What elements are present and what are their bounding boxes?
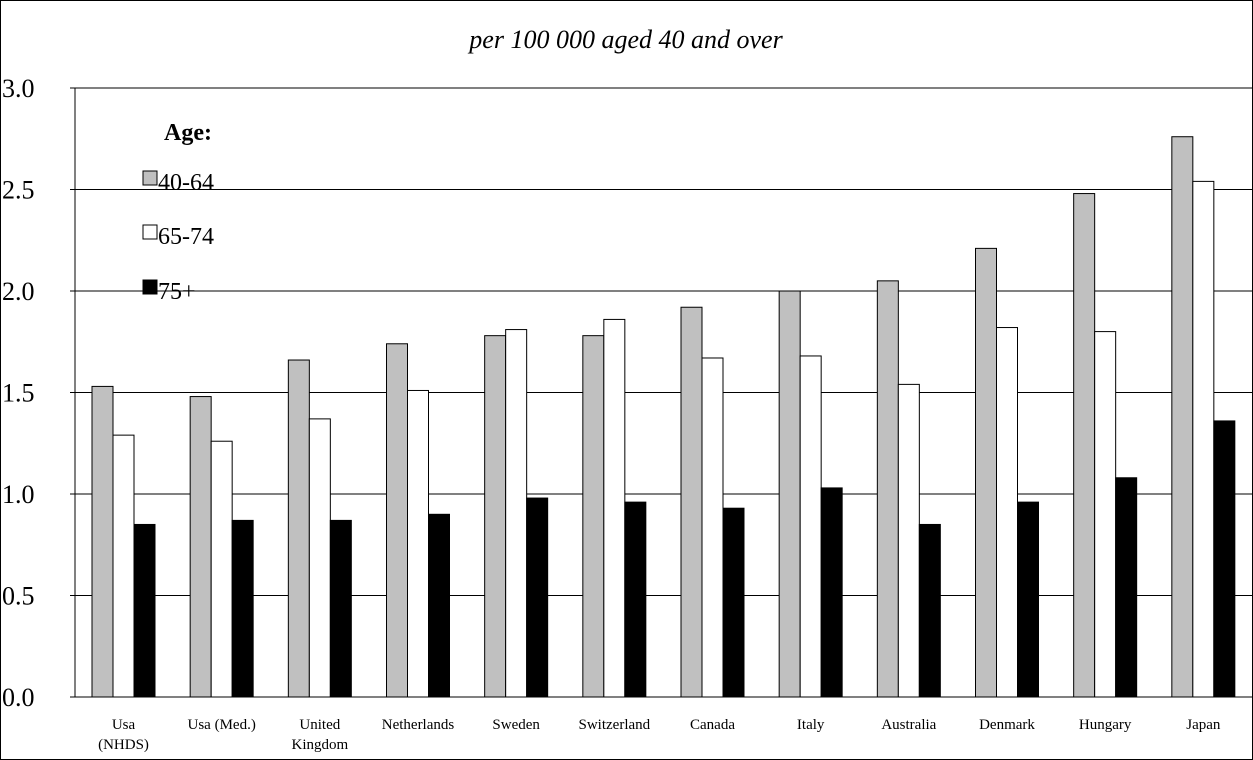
bar-40-64-1 — [189, 396, 212, 698]
bar-65-74-3 — [407, 389, 429, 698]
legend-swatch — [142, 224, 158, 240]
bar-65-74-2 — [308, 418, 331, 698]
bar-65-74-9 — [996, 327, 1018, 698]
bar-65-74-5 — [603, 318, 626, 698]
bars — [91, 136, 1236, 698]
x-tick-label: Australia — [881, 717, 936, 733]
bar-65-74-6 — [701, 357, 724, 698]
bar-75--4 — [526, 497, 549, 698]
bar-75--8 — [918, 523, 941, 698]
x-tick-label: Japan — [1186, 717, 1221, 733]
x-tick-label: (NHDS) — [98, 737, 149, 753]
bar-40-64-10 — [1073, 193, 1096, 698]
bar-75--6 — [722, 507, 745, 698]
legend-label: 75+ — [158, 279, 196, 305]
x-tick-label: Denmark — [979, 717, 1035, 733]
bar-75--3 — [428, 513, 450, 698]
bar-75--7 — [820, 487, 843, 698]
y-tick-label: 1.0 — [2, 480, 35, 509]
bar-75--0 — [133, 523, 156, 698]
bar-40-64-7 — [778, 290, 801, 698]
bar-40-64-0 — [91, 385, 114, 698]
legend-swatch — [142, 170, 158, 186]
y-tick-label: 2.5 — [2, 176, 35, 205]
bar-40-64-8 — [876, 280, 899, 698]
legend-label: 65-74 — [158, 224, 214, 250]
y-tick-label: 2.0 — [2, 277, 35, 306]
bar-75--11 — [1213, 420, 1236, 698]
bar-75--9 — [1017, 501, 1039, 698]
bar-65-74-0 — [112, 434, 135, 698]
y-tick-label: 3.0 — [2, 74, 35, 103]
x-tick-label: Usa (Med.) — [188, 717, 256, 733]
bar-40-64-6 — [680, 306, 703, 698]
x-tick-label: Usa — [112, 717, 136, 733]
x-tick-label: United — [299, 717, 340, 733]
bar-65-74-8 — [897, 383, 920, 698]
x-tick-label: Netherlands — [382, 717, 455, 733]
y-tick-label: 1.5 — [2, 379, 35, 408]
bar-75--2 — [329, 519, 352, 698]
bar-65-74-11 — [1192, 180, 1215, 698]
bar-40-64-9 — [975, 247, 997, 698]
bar-40-64-5 — [582, 335, 605, 698]
y-tick-label: 0.5 — [2, 582, 35, 611]
bar-40-64-2 — [287, 359, 310, 698]
bar-65-74-4 — [505, 329, 528, 698]
bar-75--5 — [624, 501, 647, 698]
bar-65-74-1 — [210, 440, 233, 698]
x-tick-label: Kingdom — [291, 737, 348, 753]
chart-title: per 100 000 aged 40 and over — [467, 25, 783, 54]
bar-40-64-4 — [484, 335, 507, 698]
gridlines — [75, 87, 1253, 596]
x-tick-label: Canada — [690, 717, 735, 733]
legend-title: Age: — [164, 120, 212, 146]
y-tick-labels: 0.0 0.5 1.0 1.5 2.0 2.5 3.0 — [2, 74, 75, 712]
bar-75--1 — [231, 519, 254, 698]
x-tick-label: Switzerland — [579, 717, 651, 733]
bar-75--10 — [1115, 477, 1138, 698]
bar-40-64-3 — [386, 343, 408, 698]
legend: Age: 40-64 65-74 75+ — [142, 120, 214, 305]
x-tick-label: Hungary — [1079, 717, 1132, 733]
x-tick-label: Sweden — [492, 717, 540, 733]
x-tick-label: Italy — [797, 717, 825, 733]
x-tick-labels: Usa (NHDS) Usa (Med.) United Kingdom Netherla… — [98, 717, 1221, 753]
bar-65-74-7 — [799, 355, 822, 698]
legend-label: 40-64 — [158, 170, 214, 196]
bar-65-74-10 — [1094, 331, 1117, 698]
legend-swatch — [142, 279, 158, 295]
y-tick-label: 0.0 — [2, 683, 35, 712]
bar-40-64-11 — [1171, 136, 1194, 698]
